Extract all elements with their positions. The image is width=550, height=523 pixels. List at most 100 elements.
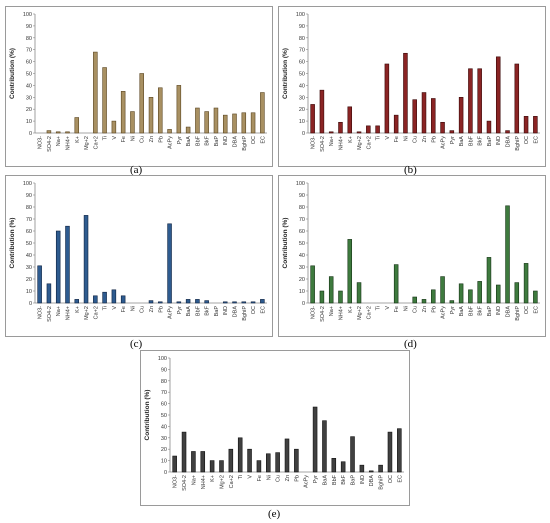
bar	[55, 131, 61, 134]
x-tick-label: BbF	[468, 135, 474, 146]
bar	[275, 452, 280, 473]
x-tick-label: Mg+2	[219, 475, 225, 489]
x-tick-label: Na+	[56, 306, 62, 316]
bar	[256, 460, 262, 473]
x-tick-label: DBA	[233, 306, 239, 318]
y-tick-label: 90	[26, 24, 32, 30]
y-tick-label: 50	[161, 413, 167, 419]
y-axis-label: Contribution (%)	[9, 218, 16, 269]
y-tick-label: 80	[299, 205, 305, 211]
bar	[359, 464, 365, 473]
y-tick-label: 30	[299, 265, 305, 271]
y-tick-label: 90	[299, 24, 305, 30]
x-tick-label: DBA	[369, 475, 375, 487]
x-tick-label: EC	[533, 306, 539, 314]
x-tick-label: Mg+2	[84, 136, 90, 150]
y-tick-label: 40	[161, 424, 167, 430]
bar	[260, 92, 265, 134]
x-tick-label: BaP	[487, 306, 493, 317]
x-tick-label: AcPy	[441, 306, 447, 319]
x-tick-label: Ca+2	[229, 475, 235, 488]
bar	[167, 223, 172, 304]
x-tick-label: Ti	[103, 306, 109, 310]
x-tick-label: K+	[348, 136, 354, 143]
bar	[477, 281, 482, 304]
x-tick-label: Pyr	[313, 475, 319, 483]
y-tick-label: 50	[299, 241, 305, 247]
x-tick-label: NO3-	[38, 306, 44, 319]
bar	[431, 98, 436, 134]
bar	[185, 299, 191, 304]
bar	[176, 85, 182, 134]
y-tick-label: 60	[26, 229, 32, 235]
bar	[356, 282, 362, 304]
y-tick-label: 100	[23, 12, 32, 18]
bar	[232, 301, 237, 304]
x-tick-label: V	[385, 136, 391, 140]
chart-panel-e: 0 10 20 30 40 50 60 70 80 90 100 Contribution (%) NO…	[140, 350, 410, 506]
x-tick-label: OC	[388, 475, 394, 483]
chart-frame	[278, 175, 546, 337]
bar	[260, 299, 265, 304]
bar	[185, 126, 191, 134]
bar	[195, 299, 200, 304]
bar	[412, 296, 417, 304]
x-tick-label: NH4+	[65, 306, 71, 320]
x-tick-label: IND	[223, 306, 229, 316]
bar	[495, 56, 501, 134]
y-tick-label: 100	[23, 181, 32, 187]
x-tick-label: OC	[251, 136, 257, 144]
x-tick-label: Fe	[257, 475, 263, 481]
x-tick-label: BkF	[478, 135, 484, 145]
x-tick-label: BkF	[205, 305, 211, 315]
y-tick-label: 70	[299, 48, 305, 54]
x-tick-label: BaP	[214, 136, 220, 147]
bar	[328, 131, 334, 134]
bar	[486, 120, 492, 134]
bar	[247, 448, 252, 473]
bar	[440, 276, 445, 304]
y-tick-label: 90	[26, 193, 32, 199]
x-tick-label: BghiP	[515, 306, 521, 321]
bar	[421, 92, 427, 134]
bar	[505, 130, 510, 134]
x-tick-label: Ni	[403, 136, 409, 141]
y-tick-label: 100	[158, 356, 167, 362]
caption-e: (e)	[268, 508, 281, 520]
y-tick-label: 10	[299, 289, 305, 295]
x-tick-label: AcPy	[168, 136, 174, 149]
x-tick-label: Fe	[121, 306, 127, 312]
bar	[237, 437, 243, 473]
bar	[375, 125, 380, 134]
bar	[328, 276, 334, 304]
x-tick-label: Pb	[158, 306, 164, 313]
y-tick-label: 0	[29, 131, 32, 137]
bar	[204, 111, 209, 134]
y-tick-label: 50	[26, 241, 32, 247]
x-tick-label: Ti	[376, 136, 382, 140]
y-tick-label: 80	[161, 379, 167, 385]
caption-c: (c)	[130, 338, 143, 350]
x-tick-label: Pyr	[177, 306, 183, 314]
chart-panel-b: 0 10 20 30 40 50 60 70 80 90 100 Contribution (%) NO…	[278, 6, 546, 167]
y-tick-label: 80	[26, 36, 32, 42]
bar	[310, 265, 315, 304]
x-tick-label: EC	[397, 475, 403, 483]
x-tick-label: K+	[210, 475, 216, 482]
bar	[219, 460, 224, 473]
x-tick-label: BaA	[459, 306, 465, 317]
x-tick-label: Fe	[121, 136, 127, 142]
y-tick-label: 60	[26, 60, 32, 66]
bar	[449, 130, 455, 134]
x-tick-label: AcPy	[168, 306, 174, 319]
bar	[120, 295, 126, 304]
x-tick-label: Na+	[56, 136, 62, 146]
x-tick-label: Na+	[191, 475, 197, 485]
y-axis-label: Contribution (%)	[144, 390, 151, 441]
x-tick-label: EC	[260, 136, 266, 144]
bar	[533, 290, 538, 304]
x-tick-label: NO3-	[38, 136, 44, 149]
bar	[232, 113, 237, 134]
y-tick-label: 100	[296, 12, 305, 18]
bar	[347, 106, 353, 134]
